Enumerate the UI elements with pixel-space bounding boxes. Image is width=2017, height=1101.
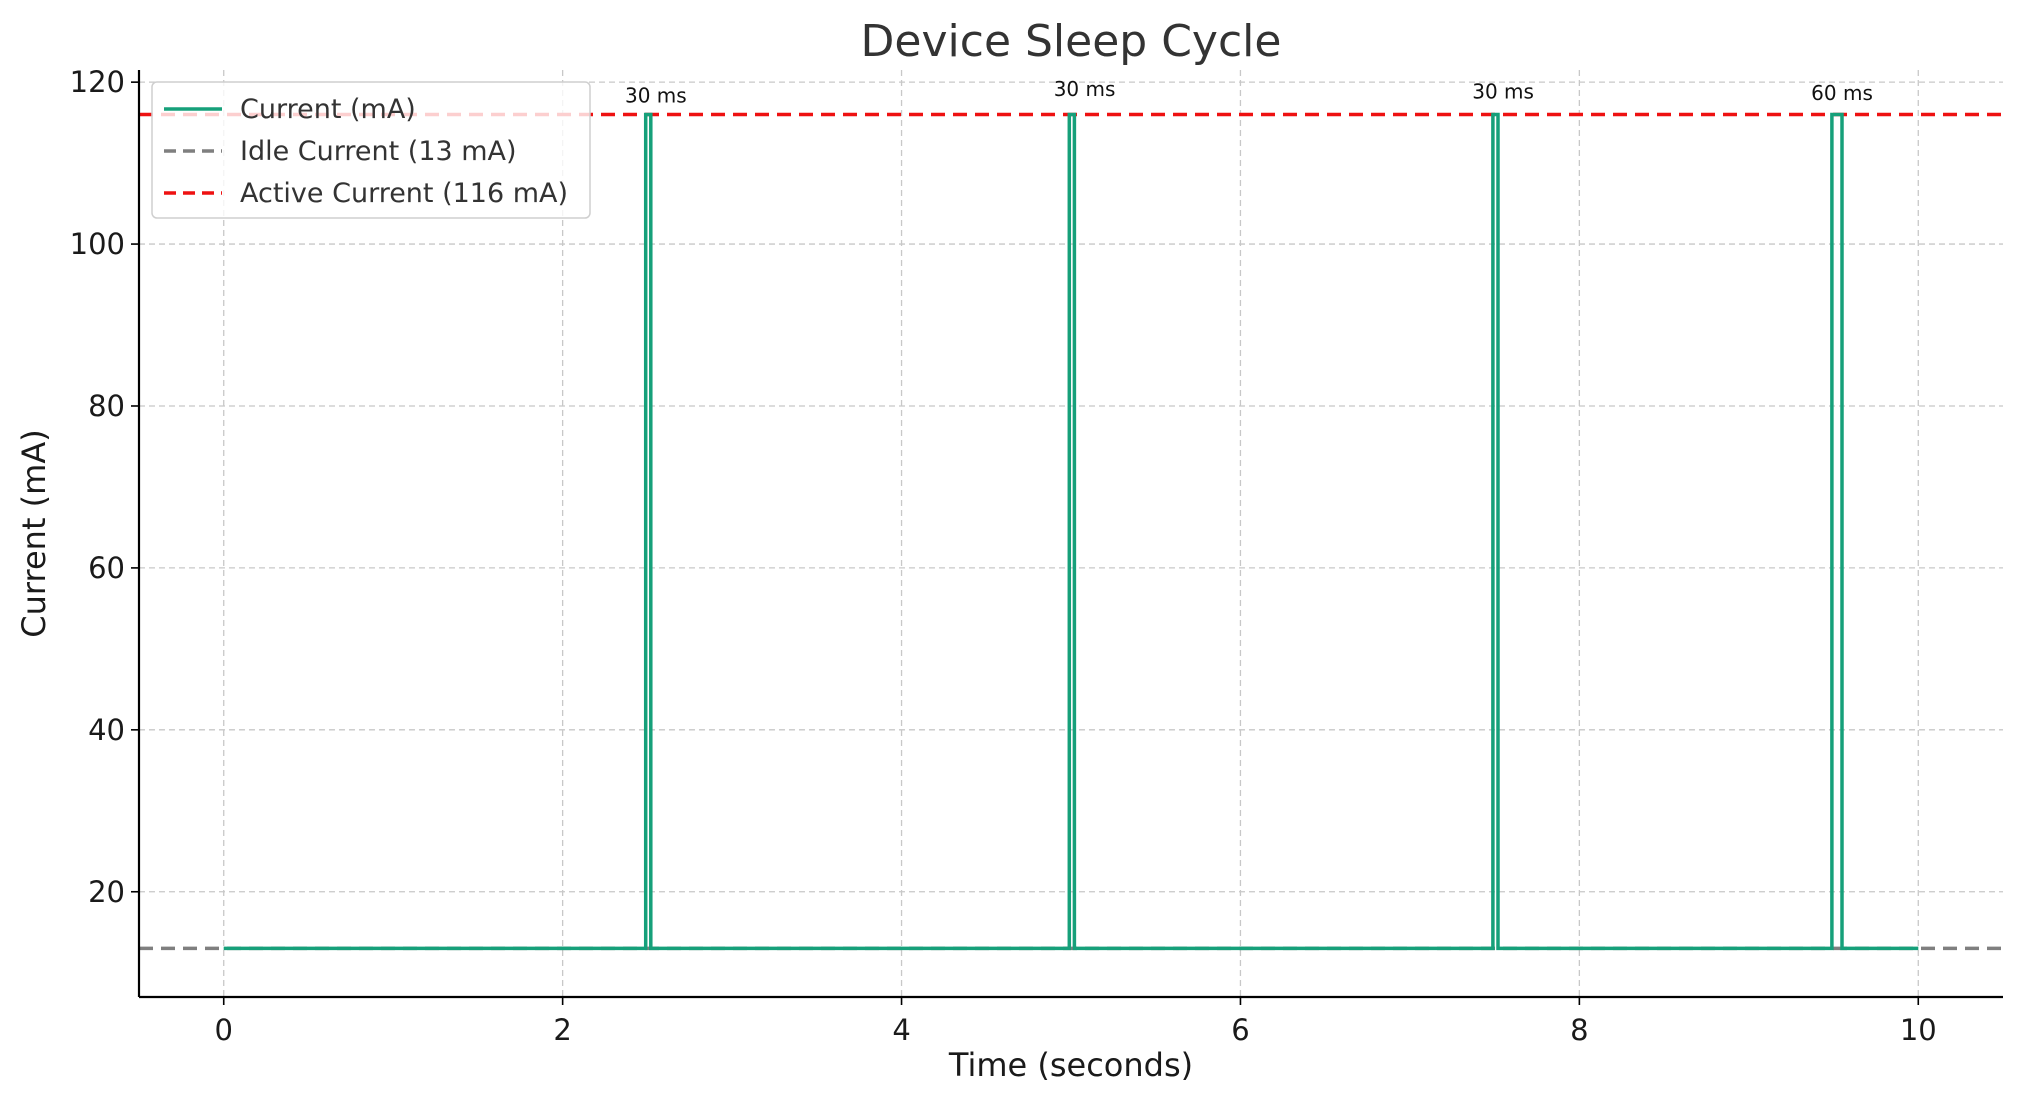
chart-title: Device Sleep Cycle (861, 16, 1282, 67)
series-current-ma (223, 112, 1919, 951)
y-tick-label: 120 (70, 65, 125, 99)
pulse-duration-annotation: 30 ms (1472, 79, 1534, 103)
pulse-duration-annotation: 30 ms (625, 83, 687, 107)
legend-label: Active Current (116 mA) (240, 178, 568, 209)
y-tick-label: 80 (88, 389, 125, 423)
x-tick-label: 2 (553, 1013, 571, 1047)
x-tick-label: 6 (1231, 1013, 1249, 1047)
x-tick-label: 10 (1900, 1013, 1937, 1047)
annotations: 30 ms 30 ms 30 ms 60 ms (625, 77, 1873, 107)
tick-labels: 0 2 4 6 8 10 20 40 60 80 100 120 (70, 65, 1937, 1047)
x-tick-label: 0 (215, 1013, 233, 1047)
x-tick-label: 4 (892, 1013, 910, 1047)
legend-box (151, 81, 591, 219)
y-axis-title: Current (mA) (15, 429, 53, 637)
y-tick-label: 40 (88, 713, 125, 747)
series-lines (223, 112, 1919, 951)
pulse-duration-annotation: 60 ms (1811, 81, 1873, 105)
pulse-duration-annotation: 30 ms (1054, 77, 1116, 101)
x-axis-title: Time (seconds) (948, 1046, 1193, 1084)
legend-label: Current (mA) (240, 94, 416, 125)
axes (137, 70, 2003, 999)
legend: Current (mA) Idle Current (13 mA) Active C… (151, 81, 591, 219)
y-tick-label: 60 (88, 551, 125, 585)
x-tick-label: 8 (1570, 1013, 1588, 1047)
y-tick-label: 100 (70, 227, 125, 261)
legend-label: Idle Current (13 mA) (240, 136, 517, 167)
y-tick-label: 20 (88, 875, 125, 909)
